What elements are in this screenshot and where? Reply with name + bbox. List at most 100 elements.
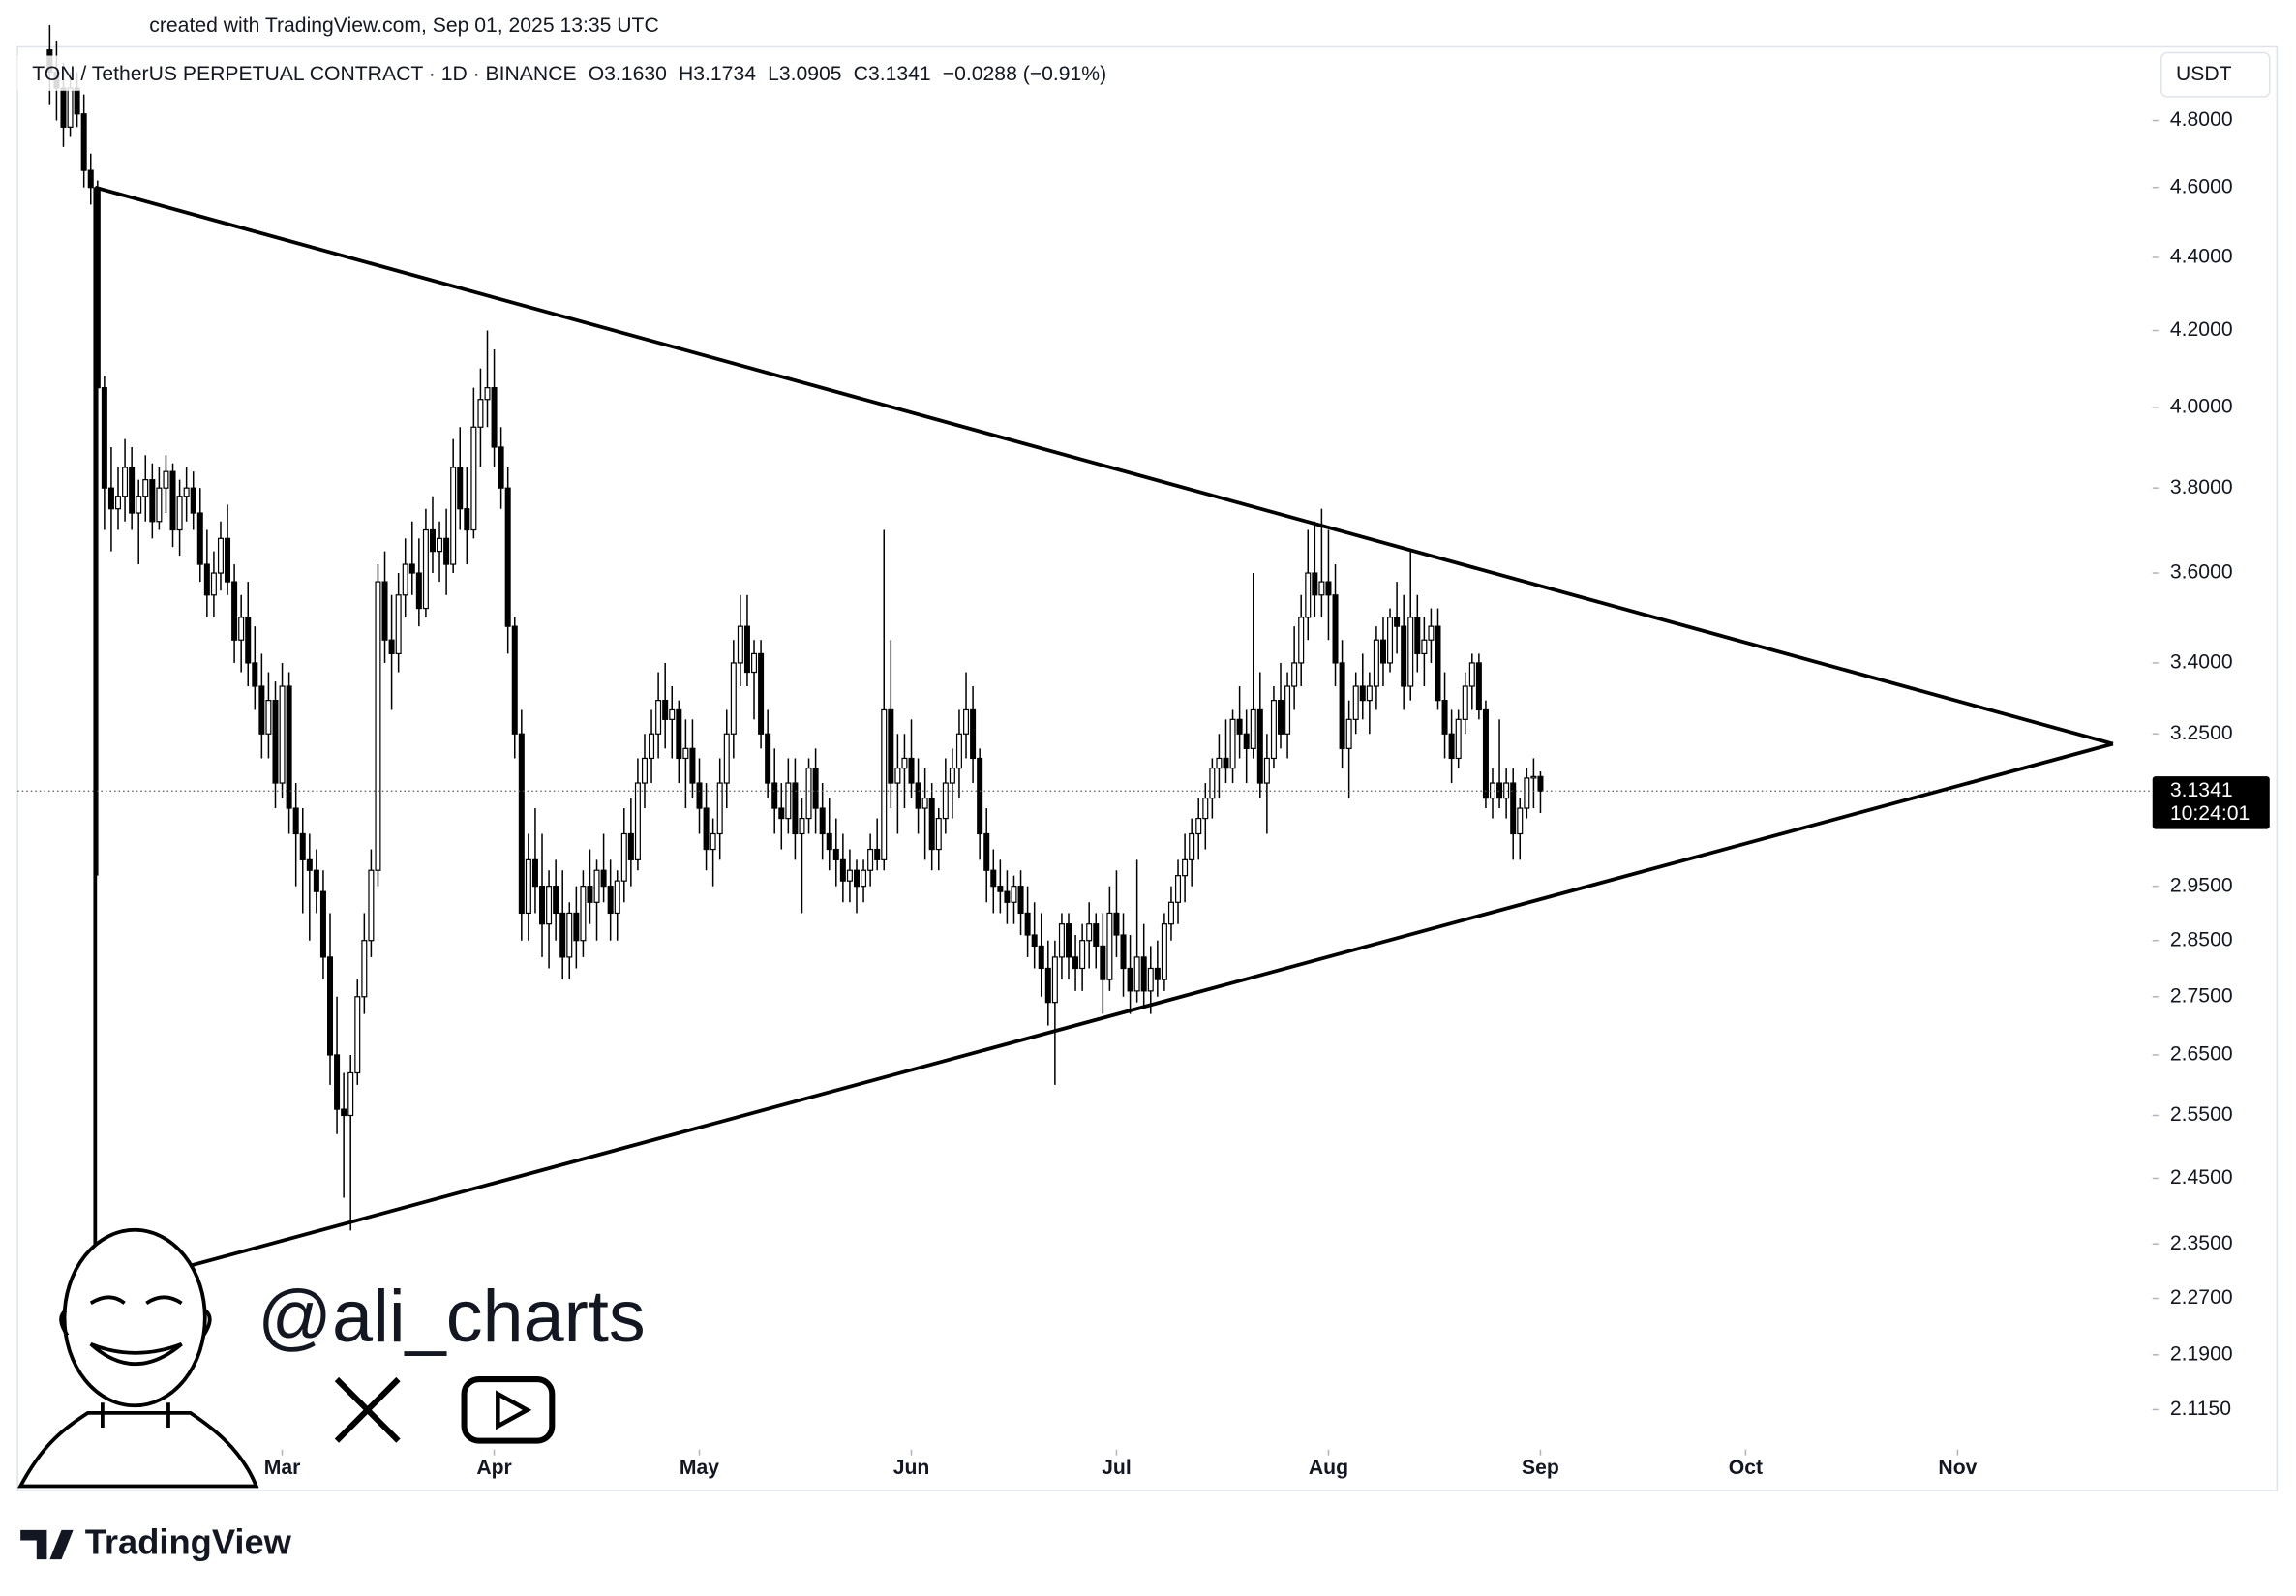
candle-body	[525, 858, 531, 915]
candle-body	[1448, 733, 1455, 760]
candle-body	[593, 869, 600, 903]
candle-body	[771, 782, 778, 809]
candle-body	[553, 886, 559, 915]
candle-body	[1387, 617, 1394, 664]
candle-body	[136, 496, 142, 514]
candle-body	[1462, 685, 1468, 720]
y-tick-label: 3.8000	[2170, 476, 2233, 498]
avatar	[17, 1227, 259, 1489]
candle-body	[600, 869, 607, 888]
x-tick-label: May	[680, 1457, 719, 1479]
candle-body	[1373, 639, 1379, 687]
brand: TradingView	[85, 1522, 292, 1562]
candle-body	[1414, 617, 1421, 655]
candle-body	[1195, 817, 1202, 835]
y-tick-label: 2.8500	[2170, 928, 2233, 950]
candle-body	[867, 848, 874, 871]
candle-body	[908, 757, 915, 784]
candle-body	[498, 446, 504, 489]
candle-body	[107, 487, 114, 510]
candle-body	[1284, 685, 1291, 735]
candle-body	[1325, 581, 1332, 596]
candle-body	[1510, 782, 1517, 835]
candle-body	[292, 807, 299, 835]
candle-body	[1250, 708, 1256, 749]
candle-body	[163, 470, 169, 489]
youtube-icon[interactable]	[461, 1376, 556, 1444]
candle-body	[1305, 572, 1312, 618]
candle-body	[1270, 700, 1277, 760]
candle-body	[853, 869, 860, 888]
candle-body	[832, 848, 839, 860]
candle-body	[190, 487, 196, 514]
x-tick-label: Nov	[1938, 1457, 1977, 1479]
candle-body	[559, 912, 566, 958]
candle-body	[778, 807, 785, 820]
candle-body	[504, 487, 511, 627]
candle-body	[997, 886, 1004, 892]
x-tick-label: Mar	[264, 1457, 301, 1479]
price-tag-value: 3.1341	[2170, 779, 2233, 801]
x-icon[interactable]	[334, 1376, 401, 1443]
candle-body	[114, 496, 122, 510]
y-tick-label: 4.8000	[2170, 108, 2233, 131]
candle-body	[477, 399, 484, 428]
symbol-legend: TON / TetherUS PERPETUAL CONTRACT · 1D ·…	[32, 63, 1106, 85]
candle-body	[422, 528, 429, 610]
candle-body	[74, 87, 80, 115]
candle-body	[1236, 718, 1243, 735]
candle-body	[1011, 886, 1017, 903]
candle-body	[142, 479, 149, 497]
y-tick-label: 2.1900	[2170, 1342, 2233, 1365]
y-tick-label: 4.0000	[2170, 395, 2233, 417]
candle-body	[1031, 934, 1038, 948]
candle-body	[1154, 967, 1161, 980]
y-tick-label: 4.6000	[2170, 175, 2233, 197]
candle-body	[682, 747, 689, 760]
x-tick-label: Aug	[1309, 1457, 1348, 1479]
candle-body	[1421, 639, 1428, 655]
candle-body	[1038, 945, 1044, 970]
candle-body	[730, 662, 737, 735]
candle-body	[210, 572, 217, 596]
candle-body	[928, 798, 935, 851]
candle-body	[970, 708, 977, 760]
triangle-pattern	[93, 185, 2114, 1294]
candle-body	[395, 594, 402, 655]
candle-body	[1182, 858, 1189, 877]
candle-body	[1435, 625, 1441, 702]
candle-body	[1229, 718, 1236, 769]
chart-frame	[16, 45, 2279, 1491]
candle-body	[1072, 956, 1079, 970]
candle-body	[1004, 890, 1011, 903]
watermark-handle: @ali_charts	[257, 1277, 645, 1358]
candle-body	[470, 426, 477, 531]
candle-body	[1277, 700, 1284, 735]
candle-body	[272, 700, 279, 784]
candle-body	[669, 708, 676, 720]
currency[interactable]: USDT	[2176, 63, 2232, 85]
candle-body	[1468, 662, 1475, 687]
candle-body	[901, 757, 908, 769]
candle-body	[1243, 733, 1250, 749]
candle-body	[1209, 768, 1216, 799]
candle-body	[546, 886, 553, 925]
candle-body	[1120, 934, 1127, 970]
candle-body	[874, 848, 881, 860]
upper-trendline	[94, 185, 2114, 746]
candle-body	[881, 708, 888, 860]
candle-body	[716, 782, 723, 835]
candle-body	[696, 782, 703, 809]
candle-body	[388, 639, 395, 655]
candle-body	[429, 528, 436, 553]
candle-body	[1147, 967, 1154, 992]
candle-body	[861, 869, 867, 888]
logo-mark	[20, 1529, 74, 1560]
candle-body	[942, 782, 949, 820]
y-tick-label: 2.7500	[2170, 984, 2233, 1007]
candle-body	[511, 625, 518, 735]
y-tick-label: 2.1150	[2170, 1398, 2231, 1420]
y-tick-label: 2.9500	[2170, 874, 2233, 896]
candle-body	[1058, 923, 1065, 958]
currency-button[interactable]	[2160, 51, 2271, 98]
